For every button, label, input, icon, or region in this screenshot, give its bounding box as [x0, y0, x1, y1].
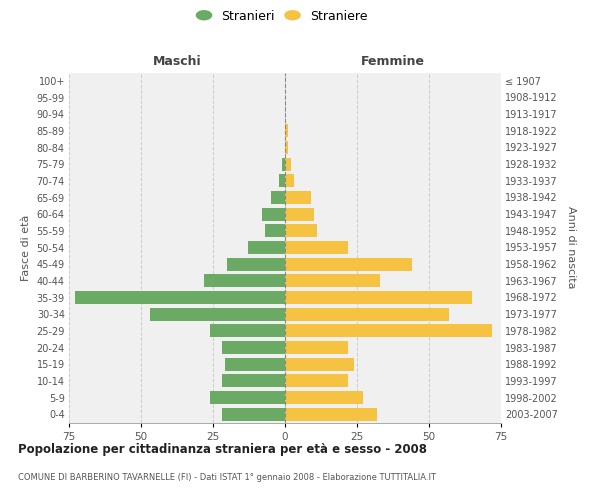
- Bar: [282, 158, 285, 170]
- Bar: [285, 341, 349, 354]
- Bar: [285, 208, 314, 220]
- Bar: [285, 141, 288, 154]
- Bar: [149, 308, 285, 320]
- Bar: [262, 208, 285, 220]
- Bar: [285, 291, 472, 304]
- Bar: [285, 224, 317, 237]
- Bar: [285, 191, 311, 204]
- Y-axis label: Anni di nascita: Anni di nascita: [566, 206, 577, 288]
- Bar: [221, 374, 285, 388]
- Bar: [227, 258, 285, 270]
- Bar: [279, 174, 285, 188]
- Bar: [285, 124, 288, 138]
- Bar: [265, 224, 285, 237]
- Text: Maschi: Maschi: [152, 54, 202, 68]
- Bar: [248, 241, 285, 254]
- Bar: [285, 358, 354, 370]
- Bar: [210, 391, 285, 404]
- Legend: Stranieri, Straniere: Stranieri, Straniere: [193, 6, 371, 26]
- Bar: [285, 274, 380, 287]
- Text: COMUNE DI BARBERINO TAVARNELLE (FI) - Dati ISTAT 1° gennaio 2008 - Elaborazione : COMUNE DI BARBERINO TAVARNELLE (FI) - Da…: [18, 472, 436, 482]
- Bar: [221, 408, 285, 420]
- Bar: [285, 174, 293, 188]
- Text: Femmine: Femmine: [361, 54, 425, 68]
- Bar: [221, 341, 285, 354]
- Bar: [285, 241, 349, 254]
- Bar: [285, 258, 412, 270]
- Y-axis label: Fasce di età: Fasce di età: [21, 214, 31, 280]
- Bar: [224, 358, 285, 370]
- Bar: [285, 391, 363, 404]
- Bar: [210, 324, 285, 338]
- Bar: [285, 308, 449, 320]
- Bar: [75, 291, 285, 304]
- Bar: [285, 374, 349, 388]
- Text: Popolazione per cittadinanza straniera per età e sesso - 2008: Popolazione per cittadinanza straniera p…: [18, 442, 427, 456]
- Bar: [285, 324, 493, 338]
- Bar: [285, 158, 291, 170]
- Bar: [285, 408, 377, 420]
- Bar: [205, 274, 285, 287]
- Bar: [271, 191, 285, 204]
